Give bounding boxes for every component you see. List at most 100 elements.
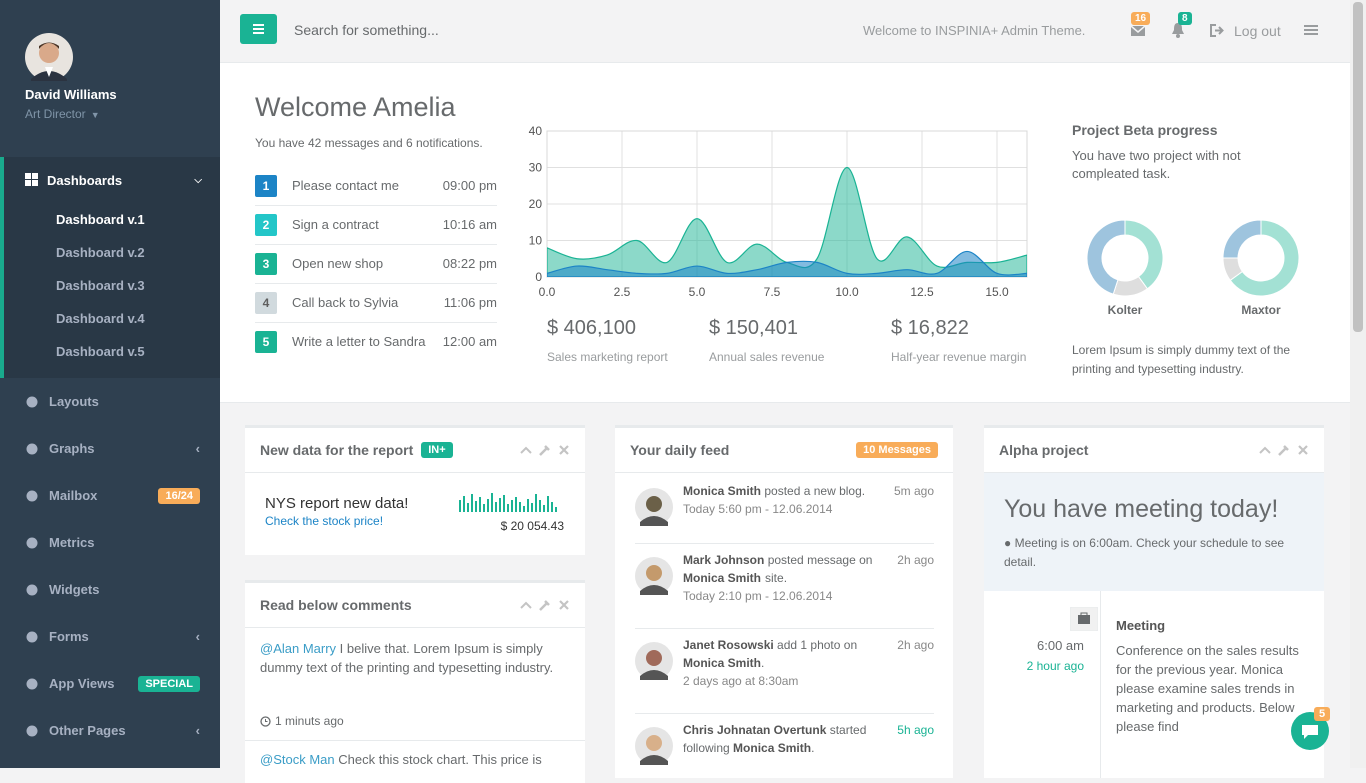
area bbox=[547, 250, 1027, 277]
feed-time: 5h ago bbox=[897, 723, 934, 737]
mail-icon[interactable] bbox=[1130, 24, 1146, 38]
menu-label: Graphs bbox=[49, 441, 95, 456]
user-name: David Williams bbox=[25, 87, 117, 102]
menu-icon bbox=[26, 631, 38, 642]
menu-toggle[interactable] bbox=[240, 14, 277, 44]
task-row: 2 Sign a contract 10:16 am bbox=[255, 205, 497, 245]
menu-item[interactable]: Metrics bbox=[0, 519, 220, 566]
avatar-body bbox=[640, 755, 668, 765]
stat-value: $ 16,822 bbox=[891, 317, 969, 339]
icon-part bbox=[26, 584, 38, 595]
y-tick-label: 20 bbox=[529, 197, 543, 211]
tool-icons bbox=[1259, 445, 1308, 456]
menu-item[interactable]: Layouts bbox=[0, 378, 220, 425]
area-chart: 0 10 20 30 40 0.0 2.5 5.0 7.5 10.0 12.5 15.0 bbox=[529, 124, 1028, 299]
feed-action: posted a new blog. bbox=[764, 484, 866, 498]
menu-item[interactable]: Dashboards ⌵ bbox=[4, 157, 220, 203]
feed-target[interactable]: Monica Smith bbox=[683, 571, 762, 585]
scroll-thumb[interactable] bbox=[1353, 2, 1363, 332]
submenu-item[interactable]: Dashboard v.1 bbox=[56, 212, 145, 227]
scrollbar[interactable] bbox=[1350, 0, 1366, 768]
panel-tools bbox=[520, 599, 570, 611]
menu-badge: 16/24 bbox=[158, 487, 200, 504]
stat-label: Annual sales revenue bbox=[709, 350, 825, 364]
icon-part bbox=[32, 173, 38, 179]
menu-badge: SPECIAL bbox=[138, 675, 200, 692]
report-amount: $ 20 054.43 bbox=[500, 519, 564, 533]
welcome-title: Welcome Amelia bbox=[255, 92, 456, 122]
meeting-detail: Meeting is on 6:00am. Check your schedul… bbox=[1004, 536, 1285, 569]
menu-label: Metrics bbox=[49, 535, 95, 550]
comment-author[interactable]: @Alan Marry bbox=[260, 641, 337, 656]
feed-author[interactable]: Janet Rosowski bbox=[683, 638, 774, 652]
task-number: 3 bbox=[255, 252, 277, 275]
collapse-icon bbox=[520, 601, 532, 609]
feed-author[interactable]: Chris Johnatan Overtunk bbox=[683, 723, 827, 737]
task-text: Please contact me bbox=[292, 178, 399, 193]
x-tick-label: 15.0 bbox=[985, 285, 1009, 299]
feed-target[interactable]: Monica Smith bbox=[733, 741, 812, 755]
x-tick-label: 10.0 bbox=[835, 285, 859, 299]
feed-author[interactable]: Mark Johnson bbox=[683, 553, 765, 567]
submenu-item[interactable]: Dashboard v.2 bbox=[56, 245, 145, 260]
comment-author[interactable]: @Stock Man bbox=[260, 752, 335, 767]
menu-item[interactable]: Forms ‹ bbox=[0, 613, 220, 660]
feed-end: site. bbox=[765, 571, 788, 585]
welcome-message: Welcome to INSPINIA+ Admin Theme. bbox=[863, 23, 1086, 38]
user-role[interactable]: Art Director ▼ bbox=[25, 107, 100, 123]
feed-action: posted message on bbox=[767, 553, 873, 567]
submenu-item[interactable]: Dashboard v.3 bbox=[56, 278, 145, 293]
donut-chart: Maxtor bbox=[1222, 219, 1300, 317]
x-tick-label: 7.5 bbox=[764, 285, 781, 299]
avatar-body bbox=[640, 670, 668, 680]
menu-item[interactable]: Other Pages ‹ bbox=[0, 707, 220, 754]
report-panel: New data for the report IN+ NYS report n… bbox=[245, 425, 585, 555]
donut-slice bbox=[1229, 219, 1300, 297]
icon-part bbox=[25, 180, 31, 186]
close-icon bbox=[559, 445, 569, 455]
separator bbox=[635, 628, 934, 629]
task-text: Write a letter to Sandra bbox=[292, 334, 426, 349]
menu-item[interactable]: App Views SPECIAL bbox=[0, 660, 220, 707]
menu-group-active: Dashboards ⌵ Dashboard v.1 Dashboard v.2 Das… bbox=[0, 157, 220, 378]
bell-icon[interactable] bbox=[1171, 22, 1185, 38]
comments-panel: Read below comments @Alan Marry I belive… bbox=[245, 580, 585, 783]
search-input[interactable]: Search for something... bbox=[294, 22, 439, 38]
icon-part bbox=[26, 631, 38, 642]
timeline-line bbox=[1100, 591, 1101, 778]
panel-header: Read below comments bbox=[245, 583, 585, 628]
separator bbox=[245, 740, 585, 741]
right-sidebar-toggle[interactable] bbox=[1304, 25, 1318, 37]
menu-icon bbox=[26, 490, 38, 501]
avatar bbox=[635, 642, 673, 680]
task-row: 3 Open new shop 08:22 pm bbox=[255, 244, 497, 284]
menu-item[interactable]: Mailbox 16/24 bbox=[0, 472, 220, 519]
task-time: 09:00 pm bbox=[442, 178, 497, 193]
x-tick-label: 12.5 bbox=[910, 285, 934, 299]
stock-link[interactable]: Check the stock price! bbox=[265, 514, 384, 528]
clock-icon bbox=[260, 715, 271, 727]
project-footer: Lorem Ipsum is simply dummy text of the … bbox=[1072, 343, 1291, 376]
menu-item[interactable]: Widgets bbox=[0, 566, 220, 613]
avatar-face bbox=[646, 496, 662, 512]
time-text: 1 minuts ago bbox=[275, 714, 344, 728]
task-text: Open new shop bbox=[292, 256, 384, 271]
chevron: ⌵ bbox=[194, 174, 202, 186]
submenu-item[interactable]: Dashboard v.5 bbox=[56, 344, 145, 359]
chat-icon bbox=[1302, 725, 1318, 739]
feed-target[interactable]: Monica Smith bbox=[683, 656, 762, 670]
task-row: 4 Call back to Sylvia 11:06 pm bbox=[255, 283, 497, 323]
menu-item[interactable]: Graphs ‹ bbox=[0, 425, 220, 472]
logout-link[interactable]: Log out bbox=[1234, 23, 1281, 39]
submenu-item[interactable]: Dashboard v.4 bbox=[56, 311, 145, 326]
feed-item: Chris Johnatan Overtunk started followin… bbox=[683, 721, 893, 757]
config-icon bbox=[539, 445, 550, 456]
welcome-subtitle: You have 42 messages and 6 notifications… bbox=[255, 136, 483, 150]
event-ago: 2 hour ago bbox=[1026, 659, 1084, 673]
avatar-face bbox=[646, 650, 662, 666]
close-icon bbox=[1298, 445, 1308, 455]
feed-author[interactable]: Monica Smith bbox=[683, 484, 762, 498]
feed-end: . bbox=[761, 656, 765, 670]
task-time: 11:06 pm bbox=[443, 295, 497, 310]
separator bbox=[635, 713, 934, 714]
